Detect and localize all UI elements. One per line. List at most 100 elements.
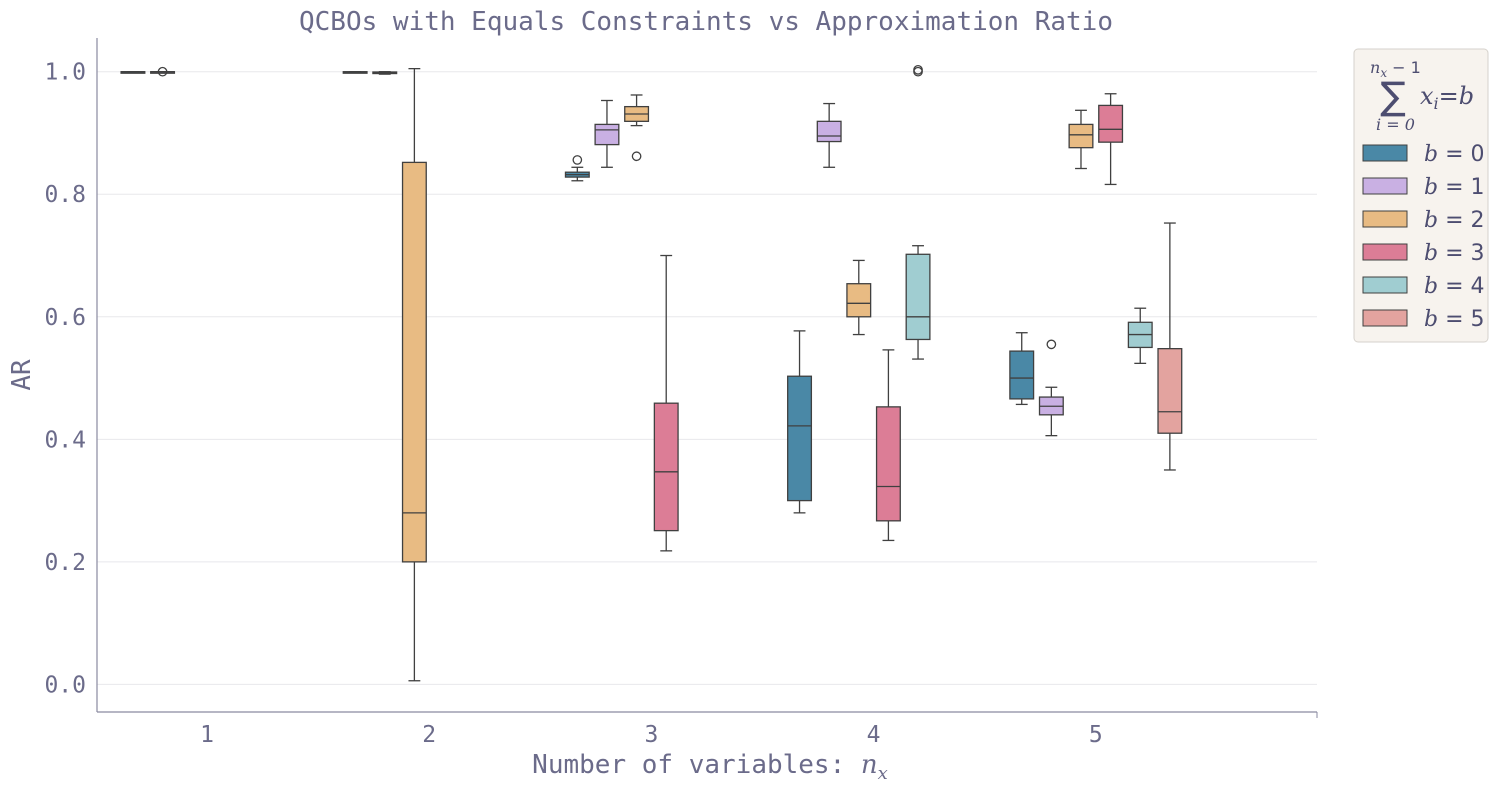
box-iqr — [905, 253, 931, 341]
box-iqr — [875, 406, 901, 522]
series-1 — [150, 66, 1064, 437]
y-tick-label: 0.4 — [44, 427, 86, 453]
box-series-1-cat-4 — [816, 102, 842, 168]
box-series-2-cat-5 — [1068, 109, 1094, 170]
box-series-5-cat-5 — [1157, 222, 1183, 471]
legend-entry-0: b = 0 — [1362, 142, 1485, 167]
legend-title-upper-limit: nx − 1 — [1370, 58, 1421, 80]
legend-label: b = 3 — [1424, 241, 1485, 266]
legend-entry-1: b = 1 — [1362, 175, 1485, 200]
legend-entries: b = 0b = 1b = 2b = 3b = 4b = 5 — [1362, 142, 1485, 332]
y-tick-label: 0.6 — [44, 305, 86, 331]
legend-label-var: b — [1424, 175, 1438, 200]
legend-label: b = 2 — [1424, 208, 1485, 233]
box-series-3-cat-4 — [875, 349, 901, 542]
outlier-point — [1046, 339, 1057, 350]
box-iqr — [1009, 350, 1035, 400]
box-series-1-cat-1 — [150, 66, 176, 77]
box-iqr — [787, 375, 813, 502]
x-tick-label: 5 — [1089, 722, 1103, 748]
series-2 — [401, 67, 1094, 682]
axes — [96, 38, 1318, 718]
box-series-0-cat-4 — [787, 330, 813, 514]
x-axis-label-text: Number of variables: — [532, 750, 861, 780]
box-iqr — [401, 161, 427, 563]
box-iqr — [1157, 348, 1183, 434]
legend-title-sum-symbol: ∑ — [1380, 74, 1406, 118]
outlier-point — [631, 151, 642, 162]
box-series-3-cat-3 — [653, 254, 679, 552]
box-series-1-cat-3 — [594, 99, 620, 168]
x-tick-label: 1 — [200, 722, 214, 748]
box-iqr — [1098, 104, 1124, 143]
outlier-point — [572, 155, 583, 165]
series-0 — [120, 71, 1035, 514]
legend-swatch — [1362, 243, 1408, 261]
legend-title-upper-rest: − 1 — [1387, 58, 1421, 77]
x-tick-labels: 1 2 3 4 5 — [200, 722, 1103, 748]
legend-title-i: i — [1434, 94, 1439, 113]
legend-box — [1353, 48, 1489, 343]
legend-label: b = 4 — [1424, 274, 1485, 299]
legend-title-lower: i = 0 — [1376, 115, 1415, 134]
legend-label-rest: = 5 — [1438, 307, 1484, 332]
legend-title-lower-limit: i = 0 — [1376, 115, 1415, 134]
x-axis-label: Number of variables: nx — [532, 750, 888, 784]
legend-swatch — [1362, 309, 1408, 327]
box-series-4-cat-5 — [1127, 307, 1153, 365]
box-series-group — [120, 65, 1183, 682]
box-iqr — [653, 402, 679, 532]
legend-label: b = 0 — [1424, 142, 1485, 167]
legend-label-var: b — [1424, 307, 1438, 332]
y-axis-label: AR — [7, 359, 37, 391]
x-tick-label: 2 — [422, 722, 436, 748]
box-series-4-cat-4 — [905, 65, 931, 360]
legend-swatch — [1362, 210, 1408, 228]
box-iqr — [816, 120, 842, 143]
legend-label-rest: = 4 — [1438, 274, 1484, 299]
legend-label-var: b — [1424, 274, 1438, 299]
series-4 — [905, 65, 1153, 365]
legend-label-rest: = 0 — [1438, 142, 1484, 167]
box-series-2-cat-3 — [624, 94, 650, 162]
box-iqr — [1068, 123, 1094, 149]
x-tick-label: 4 — [867, 722, 881, 748]
legend-label-rest: = 1 — [1438, 175, 1484, 200]
box-series-0-cat-3 — [564, 155, 590, 182]
outlier-point — [913, 65, 923, 75]
box-series-0-cat-5 — [1009, 332, 1035, 406]
legend-swatch — [1362, 144, 1408, 162]
legend-title-eq: = — [1439, 82, 1459, 110]
series-3 — [653, 93, 1124, 552]
legend: nx − 1 ∑ i = 0 xi=b b = 0b = 1b = 2b = 3… — [1353, 48, 1489, 343]
legend-swatch — [1362, 177, 1408, 195]
box-series-0-cat-1 — [120, 71, 146, 74]
chart-title: QCBOs with Equals Constraints vs Approxi… — [299, 7, 1113, 37]
box-series-1-cat-5 — [1038, 339, 1064, 437]
gridlines — [97, 71, 1317, 685]
legend-label-rest: = 2 — [1438, 208, 1484, 233]
legend-title-upper-sub: x — [1380, 66, 1387, 80]
y-tick-label: 0.2 — [44, 550, 86, 576]
legend-title-b: b — [1459, 82, 1474, 110]
legend-entry-4: b = 4 — [1362, 274, 1485, 299]
y-tick-label: 1.0 — [44, 60, 86, 86]
legend-entry-3: b = 3 — [1362, 241, 1485, 266]
box-series-2-cat-4 — [846, 259, 872, 336]
x-tick-label: 3 — [644, 722, 658, 748]
legend-title-expression: xi=b — [1420, 82, 1474, 113]
legend-entry-5: b = 5 — [1362, 307, 1485, 332]
legend-swatch — [1362, 276, 1408, 294]
box-iqr — [846, 283, 872, 318]
legend-entry-2: b = 2 — [1362, 208, 1485, 233]
legend-label-rest: = 3 — [1438, 241, 1484, 266]
series-5 — [1157, 222, 1183, 471]
box-series-2-cat-2 — [401, 67, 427, 682]
x-axis-label-math-sub: x — [878, 763, 888, 784]
box-series-3-cat-5 — [1098, 93, 1124, 186]
legend-label: b = 5 — [1424, 307, 1485, 332]
legend-label: b = 1 — [1424, 175, 1485, 200]
box-series-1-cat-2 — [372, 71, 398, 75]
